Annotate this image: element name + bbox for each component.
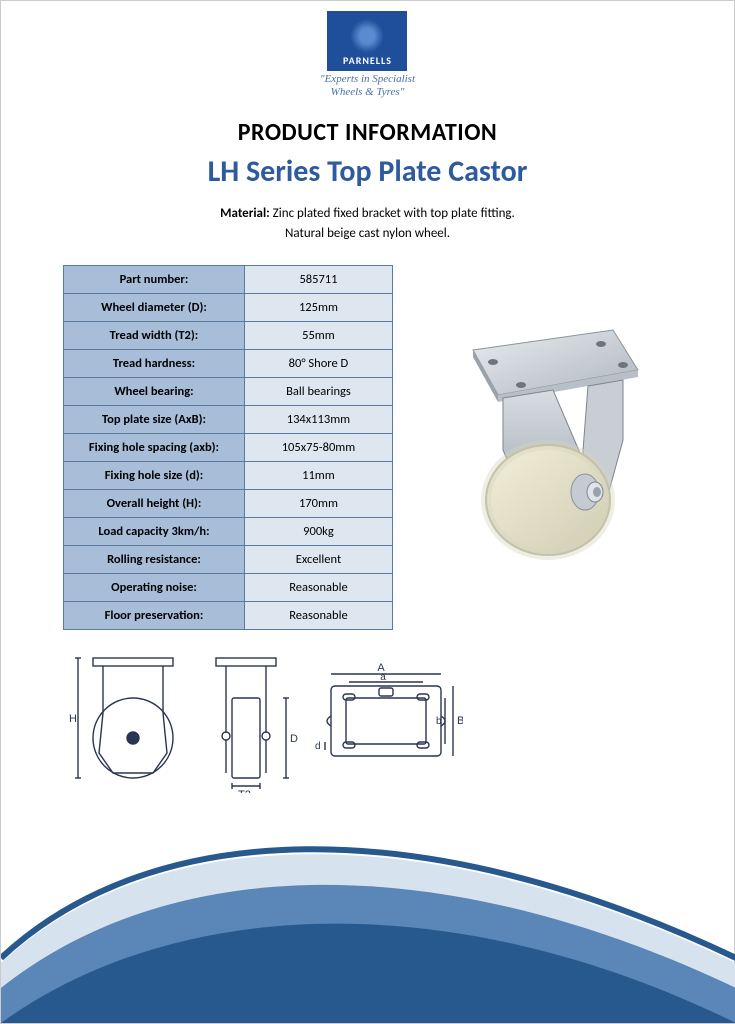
- spec-row: Rolling resistance:Excellent: [64, 546, 393, 574]
- content-row: Part number:585711Wheel diameter (D):125…: [1, 265, 734, 630]
- spec-row: Top plate size (AxB):134x113mm: [64, 406, 393, 434]
- spec-row: Operating noise:Reasonable: [64, 574, 393, 602]
- spec-row: Tread hardness:80° Shore D: [64, 350, 393, 378]
- spec-value: 134x113mm: [244, 406, 392, 434]
- svg-text:T2: T2: [238, 789, 251, 793]
- spec-row: Part number:585711: [64, 266, 393, 294]
- spec-label: Overall height (H):: [64, 490, 245, 518]
- product-render: [393, 265, 672, 565]
- technical-diagrams: H D T2: [1, 648, 734, 793]
- svg-text:d: d: [315, 741, 321, 752]
- spec-value: 170mm: [244, 490, 392, 518]
- spec-table: Part number:585711Wheel diameter (D):125…: [63, 265, 393, 630]
- spec-label: Load capacity 3km/h:: [64, 518, 245, 546]
- product-title: LH Series Top Plate Castor: [1, 153, 734, 190]
- spec-label: Tread hardness:: [64, 350, 245, 378]
- spec-value: Reasonable: [244, 602, 392, 630]
- brand-tagline: "Experts in Specialist Wheels & Tyres": [320, 73, 415, 99]
- spec-row: Fixing hole spacing (axb):105x75-80mm: [64, 434, 393, 462]
- spec-label: Wheel bearing:: [64, 378, 245, 406]
- brand-name: PARNELLS: [343, 54, 392, 67]
- spec-value: 900kg: [244, 518, 392, 546]
- spec-value: Excellent: [244, 546, 392, 574]
- spec-label: Floor preservation:: [64, 602, 245, 630]
- spec-value: Reasonable: [244, 574, 392, 602]
- svg-text:B: B: [457, 715, 463, 727]
- svg-text:H: H: [69, 713, 77, 725]
- spec-value: 80° Shore D: [244, 350, 392, 378]
- svg-text:b: b: [436, 716, 442, 727]
- header: PARNELLS "Experts in Specialist Wheels &…: [1, 1, 734, 100]
- svg-text:D: D: [290, 733, 298, 745]
- spec-row: Wheel diameter (D):125mm: [64, 294, 393, 322]
- spec-value: Ball bearings: [244, 378, 392, 406]
- material-description: Material: Zinc plated fixed bracket with…: [1, 204, 734, 243]
- logo-graphic: PARNELLS: [327, 11, 407, 71]
- spec-row: Load capacity 3km/h:900kg: [64, 518, 393, 546]
- spec-row: Overall height (H):170mm: [64, 490, 393, 518]
- spec-row: Fixing hole size (d):11mm: [64, 462, 393, 490]
- material-line2: Natural beige cast nylon wheel.: [285, 226, 450, 241]
- spec-row: Wheel bearing:Ball bearings: [64, 378, 393, 406]
- spec-value: 585711: [244, 266, 392, 294]
- spec-label: Top plate size (AxB):: [64, 406, 245, 434]
- spec-value: 105x75-80mm: [244, 434, 392, 462]
- spec-label: Operating noise:: [64, 574, 245, 602]
- brand-logo: PARNELLS "Experts in Specialist Wheels &…: [320, 11, 415, 99]
- spec-label: Fixing hole spacing (axb):: [64, 434, 245, 462]
- spec-value: 11mm: [244, 462, 392, 490]
- spec-label: Part number:: [64, 266, 245, 294]
- spec-label: Tread width (T2):: [64, 322, 245, 350]
- spec-value: 55mm: [244, 322, 392, 350]
- spec-label: Rolling resistance:: [64, 546, 245, 574]
- svg-text:a: a: [380, 672, 386, 683]
- spec-label: Wheel diameter (D):: [64, 294, 245, 322]
- material-label: Material:: [220, 206, 270, 221]
- dimension-drawings: H D T2: [63, 648, 463, 793]
- spec-value: 125mm: [244, 294, 392, 322]
- spec-row: Floor preservation:Reasonable: [64, 602, 393, 630]
- castor-illustration: [433, 320, 653, 560]
- material-line1: Zinc plated fixed bracket with top plate…: [273, 206, 515, 221]
- page-title: PRODUCT INFORMATION: [1, 118, 734, 147]
- footer-swoosh: [1, 763, 735, 1023]
- spec-label: Fixing hole size (d):: [64, 462, 245, 490]
- spec-row: Tread width (T2):55mm: [64, 322, 393, 350]
